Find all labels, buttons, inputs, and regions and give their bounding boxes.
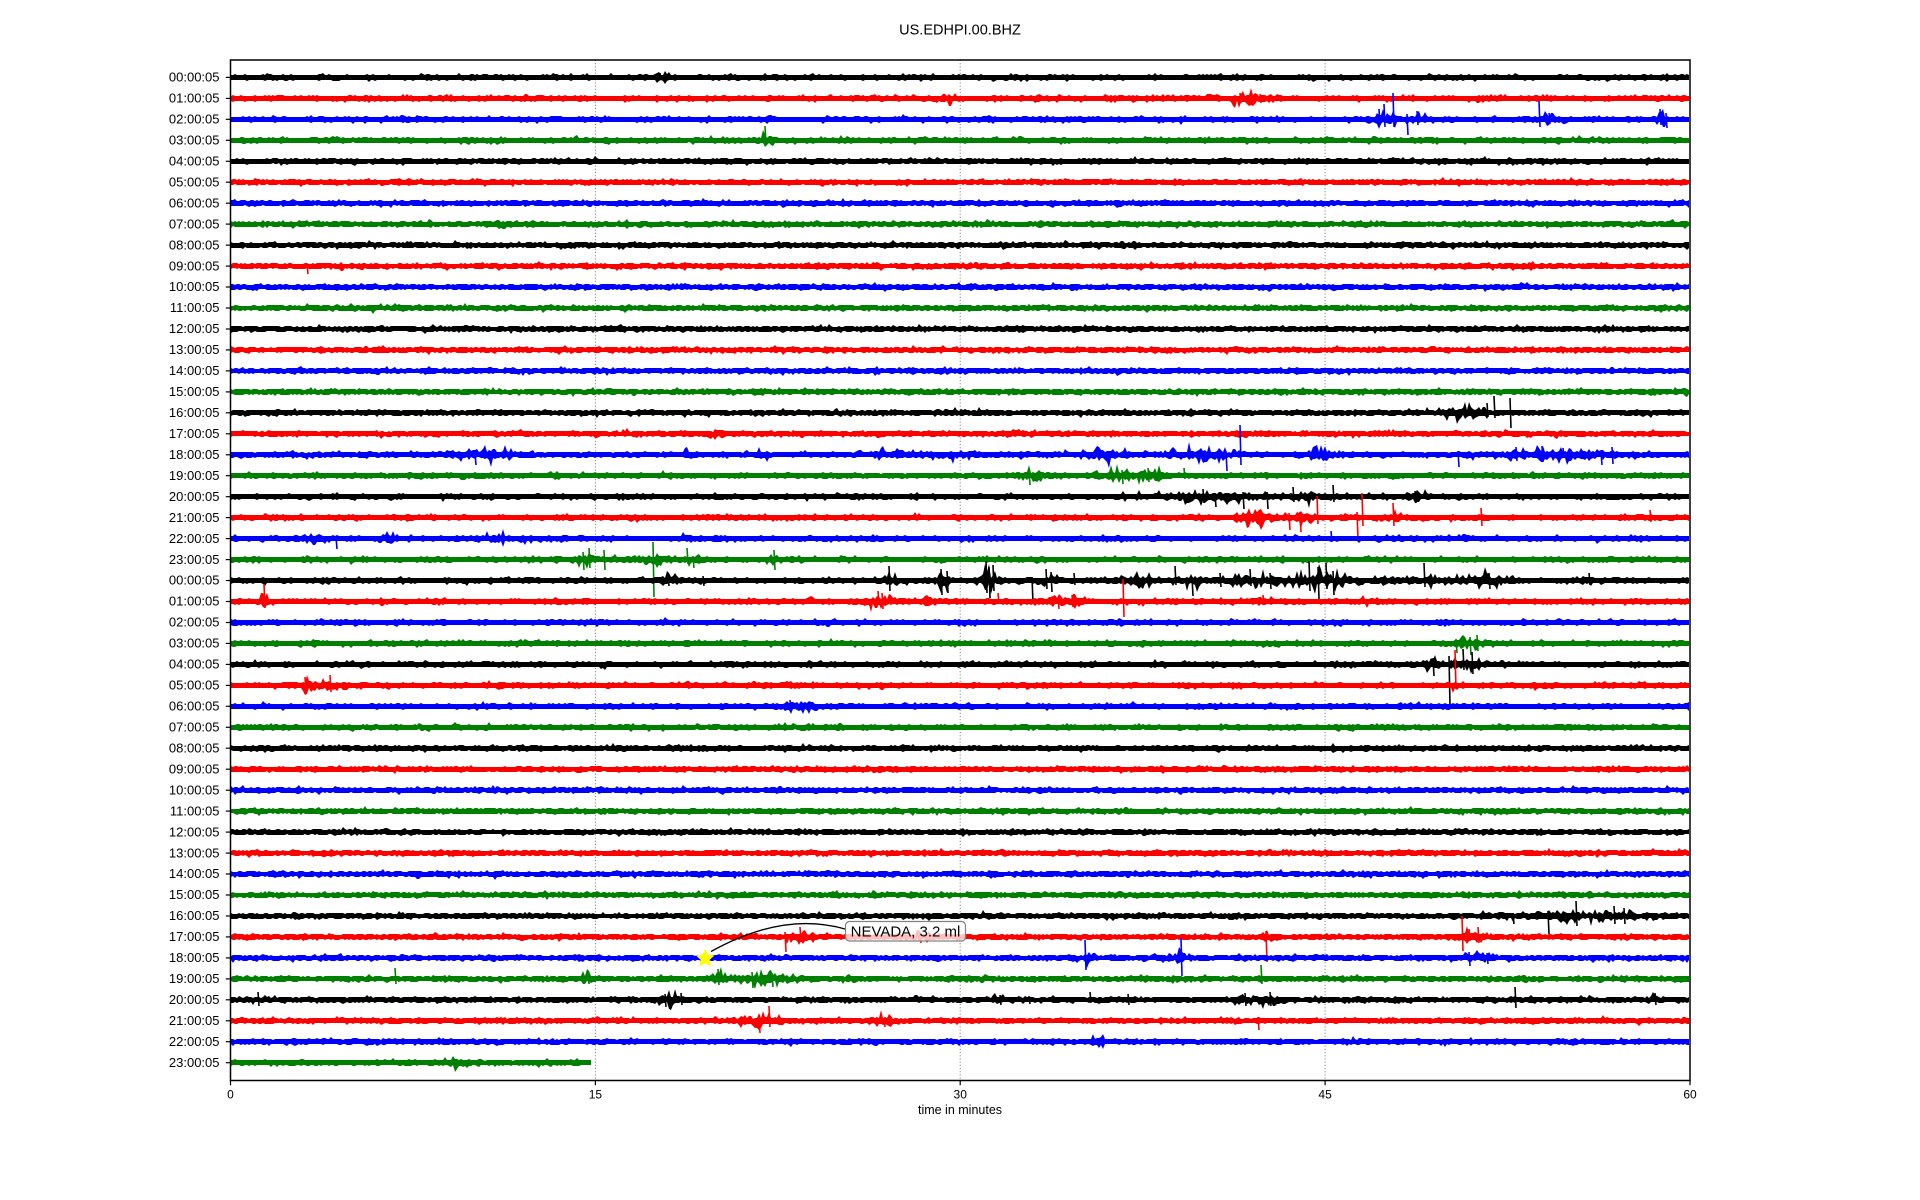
svg-text:06:00:05: 06:00:05 xyxy=(169,195,220,210)
svg-text:13:00:05: 13:00:05 xyxy=(169,342,220,357)
svg-text:11:00:05: 11:00:05 xyxy=(170,300,220,315)
svg-text:20:00:05: 20:00:05 xyxy=(169,489,220,504)
svg-text:13:00:05: 13:00:05 xyxy=(169,845,220,860)
svg-text:02:00:05: 02:00:05 xyxy=(169,615,220,630)
svg-text:21:00:05: 21:00:05 xyxy=(169,510,220,525)
svg-text:45: 45 xyxy=(1318,1088,1332,1102)
svg-text:03:00:05: 03:00:05 xyxy=(169,636,220,651)
svg-text:14:00:05: 14:00:05 xyxy=(169,866,220,881)
svg-text:04:00:05: 04:00:05 xyxy=(169,154,220,169)
svg-text:16:00:05: 16:00:05 xyxy=(169,405,220,420)
svg-text:23:00:05: 23:00:05 xyxy=(169,552,220,567)
svg-text:09:00:05: 09:00:05 xyxy=(169,761,220,776)
svg-text:23:00:05: 23:00:05 xyxy=(169,1055,220,1070)
svg-text:15:00:05: 15:00:05 xyxy=(169,887,220,902)
svg-text:60: 60 xyxy=(1683,1088,1697,1102)
svg-text:18:00:05: 18:00:05 xyxy=(169,447,220,462)
svg-text:01:00:05: 01:00:05 xyxy=(169,594,220,609)
svg-text:0: 0 xyxy=(227,1088,234,1102)
svg-text:16:00:05: 16:00:05 xyxy=(169,908,220,923)
svg-text:06:00:05: 06:00:05 xyxy=(169,699,220,714)
svg-text:22:00:05: 22:00:05 xyxy=(169,1034,220,1049)
svg-text:22:00:05: 22:00:05 xyxy=(169,531,220,546)
svg-text:00:00:05: 00:00:05 xyxy=(169,70,220,85)
svg-text:08:00:05: 08:00:05 xyxy=(169,237,220,252)
svg-text:00:00:05: 00:00:05 xyxy=(169,573,220,588)
svg-text:03:00:05: 03:00:05 xyxy=(169,133,220,148)
svg-text:12:00:05: 12:00:05 xyxy=(169,824,220,839)
svg-text:20:00:05: 20:00:05 xyxy=(169,992,220,1007)
svg-text:07:00:05: 07:00:05 xyxy=(169,720,220,735)
svg-text:21:00:05: 21:00:05 xyxy=(169,1013,220,1028)
svg-text:11:00:05: 11:00:05 xyxy=(170,803,220,818)
svg-text:30: 30 xyxy=(954,1088,968,1102)
svg-text:04:00:05: 04:00:05 xyxy=(169,657,220,672)
svg-text:19:00:05: 19:00:05 xyxy=(169,468,220,483)
svg-text:15: 15 xyxy=(589,1088,603,1102)
svg-text:08:00:05: 08:00:05 xyxy=(169,740,220,755)
svg-text:time in minutes: time in minutes xyxy=(918,1103,1002,1117)
svg-text:15:00:05: 15:00:05 xyxy=(169,384,220,399)
svg-text:19:00:05: 19:00:05 xyxy=(169,971,220,986)
svg-text:12:00:05: 12:00:05 xyxy=(169,321,220,336)
svg-text:17:00:05: 17:00:05 xyxy=(169,426,220,441)
svg-text:10:00:05: 10:00:05 xyxy=(169,782,220,797)
svg-text:05:00:05: 05:00:05 xyxy=(169,678,220,693)
svg-text:10:00:05: 10:00:05 xyxy=(169,279,220,294)
svg-text:18:00:05: 18:00:05 xyxy=(169,950,220,965)
svg-text:07:00:05: 07:00:05 xyxy=(169,216,220,231)
svg-text:01:00:05: 01:00:05 xyxy=(169,91,220,106)
svg-text:US.EDHPI.00.BHZ: US.EDHPI.00.BHZ xyxy=(899,23,1021,39)
svg-text:09:00:05: 09:00:05 xyxy=(169,258,220,273)
svg-text:NEVADA, 3.2 ml: NEVADA, 3.2 ml xyxy=(851,924,961,941)
svg-text:05:00:05: 05:00:05 xyxy=(169,174,220,189)
svg-text:02:00:05: 02:00:05 xyxy=(169,112,220,127)
svg-text:17:00:05: 17:00:05 xyxy=(169,929,220,944)
svg-text:14:00:05: 14:00:05 xyxy=(169,363,220,378)
